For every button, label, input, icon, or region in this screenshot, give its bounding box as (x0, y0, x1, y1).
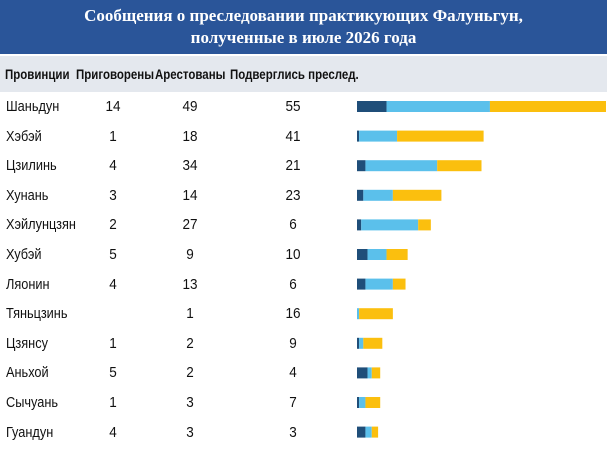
value-cell: 2 (186, 364, 194, 382)
bar-segment (392, 278, 406, 290)
value-cell: 21 (285, 157, 301, 175)
bar-segment (357, 367, 368, 379)
value-cell: 9 (289, 334, 297, 352)
bar-segment (361, 219, 419, 231)
province-label: Цзянсу (6, 334, 48, 352)
value-cell: 10 (285, 246, 301, 263)
bar-segment (357, 278, 366, 290)
province-label: Хунань (6, 186, 49, 204)
province-label: Ляонин (6, 275, 50, 293)
value-cell: 5 (109, 364, 117, 382)
value-cell: 4 (109, 157, 117, 175)
bar-segment (357, 219, 362, 231)
value-cell: 14 (182, 186, 198, 204)
value-cell: 16 (285, 305, 301, 323)
bar-segment (367, 367, 372, 379)
bar-segment (489, 101, 606, 112)
value-cell: 4 (109, 423, 117, 441)
col-header-arrested: Арестованы (155, 66, 226, 82)
col-header-persecuted: Подверглись преслед. (230, 66, 359, 82)
bar-segment (437, 160, 482, 172)
bar-segment (371, 426, 379, 438)
bar-segment (357, 337, 360, 349)
value-cell: 13 (182, 275, 198, 293)
bar-segment (359, 308, 393, 320)
value-cell: 4 (289, 364, 297, 382)
bar-segment (357, 249, 368, 260)
bar-segment (386, 101, 490, 112)
value-cell: 9 (186, 246, 194, 263)
value-cell: 3 (109, 186, 117, 204)
bar-segment (357, 397, 360, 408)
bar-segment (363, 189, 393, 201)
value-cell: 6 (289, 216, 297, 234)
col-header-province: Провинции (5, 66, 70, 82)
value-cell: 1 (109, 394, 117, 411)
bar-segment (363, 337, 383, 349)
value-cell: 49 (182, 98, 198, 115)
bar-segment (386, 249, 408, 260)
value-cell: 18 (182, 127, 198, 145)
title-line-2: полученные в июле 2026 года (190, 28, 417, 47)
bar-segment (357, 426, 366, 438)
title-line-1: Сообщения о преследовании практикующих Ф… (84, 6, 523, 25)
bar-segment (367, 249, 387, 260)
value-cell: 7 (289, 394, 297, 411)
value-cell: 3 (289, 423, 297, 441)
province-label: Хэйлунцзян (6, 216, 76, 234)
bar-segment (365, 278, 393, 290)
value-cell: 2 (186, 334, 194, 352)
bar-segment (359, 397, 366, 408)
header-row (0, 56, 607, 92)
bar-segment (359, 337, 364, 349)
value-cell: 4 (109, 275, 117, 293)
bar-segment (359, 130, 398, 142)
province-label: Аньхой (6, 364, 49, 382)
value-cell: 2 (109, 216, 117, 234)
bar-segment (365, 426, 372, 438)
value-cell: 1 (109, 127, 117, 145)
value-cell: 6 (289, 275, 297, 293)
bar-segment (357, 308, 360, 320)
province-label: Гуандун (6, 423, 54, 441)
value-cell: 27 (182, 216, 198, 234)
value-cell: 3 (186, 394, 194, 411)
bar-segment (357, 189, 364, 201)
bar-segment (365, 160, 438, 172)
bar-segment (392, 189, 442, 201)
bar-segment (357, 130, 360, 142)
value-cell: 34 (182, 157, 198, 175)
province-label: Хэбэй (6, 127, 42, 145)
bar-segment (357, 160, 366, 172)
bar-segment (418, 219, 431, 231)
value-cell: 1 (109, 334, 117, 352)
value-cell: 1 (186, 305, 194, 323)
province-label: Тяньцзинь (6, 305, 68, 323)
col-header-sentenced: Приговорены (76, 66, 155, 82)
province-label: Шаньдун (6, 98, 60, 115)
value-cell: 14 (105, 98, 121, 115)
province-label: Сычуань (6, 394, 59, 411)
value-cell: 55 (285, 98, 301, 115)
value-cell: 41 (285, 127, 301, 145)
bar-segment (357, 101, 387, 112)
chart-title: Сообщения о преследовании практикующих Ф… (0, 0, 607, 54)
value-cell: 3 (186, 423, 194, 441)
value-cell: 23 (285, 186, 301, 204)
province-label: Хубэй (6, 246, 42, 263)
bar-segment (371, 367, 381, 379)
value-cell: 5 (109, 246, 117, 263)
province-label: Цзилинь (6, 157, 57, 175)
bar-segment (397, 130, 484, 142)
bar-segment (365, 397, 381, 408)
